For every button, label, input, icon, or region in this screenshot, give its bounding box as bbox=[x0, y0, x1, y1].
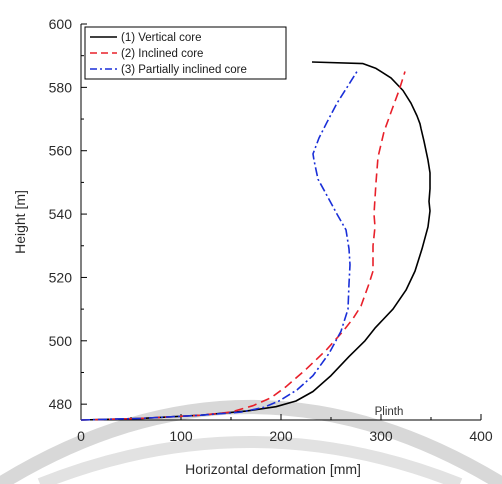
annotation-layer: Plinth bbox=[375, 406, 404, 418]
series-line-2 bbox=[80, 71, 406, 421]
y-tick-label: 580 bbox=[49, 79, 73, 95]
y-tick-label: 480 bbox=[49, 396, 73, 412]
plinth-label: Plinth bbox=[375, 406, 404, 418]
x-tick-label: 100 bbox=[169, 428, 193, 444]
y-tick-label: 520 bbox=[49, 269, 73, 285]
x-tick-label: 0 bbox=[77, 428, 85, 444]
y-tick-label: 600 bbox=[49, 16, 73, 32]
y-tick-label: 540 bbox=[49, 206, 73, 222]
legend-box bbox=[84, 26, 287, 80]
y-axis-title: Height [m] bbox=[12, 190, 28, 254]
series-line-3 bbox=[80, 71, 358, 421]
series-line-1 bbox=[80, 61, 431, 421]
y-tick-label: 500 bbox=[49, 333, 73, 349]
legend-label-1: (1) Vertical core bbox=[121, 32, 202, 44]
axes-layer: 0 100 200 300 400 480 500 520 540 560 580 600 Horizo… bbox=[12, 16, 493, 477]
legend-label-3: (3) Partially inclined core bbox=[121, 64, 247, 76]
x-tick-label: 200 bbox=[269, 428, 293, 444]
legend-label-2: (2) Inclined core bbox=[121, 48, 203, 60]
y-tick-label: 560 bbox=[49, 143, 73, 159]
series-layer bbox=[80, 61, 431, 421]
x-axis-title: Horizontal deformation [mm] bbox=[185, 461, 361, 477]
legend-layer: (1) Vertical core (2) Inclined core (3) Pa… bbox=[84, 26, 287, 80]
x-tick-label: 400 bbox=[469, 428, 493, 444]
watermark-arc bbox=[37, 436, 463, 484]
x-tick-label: 300 bbox=[369, 428, 393, 444]
